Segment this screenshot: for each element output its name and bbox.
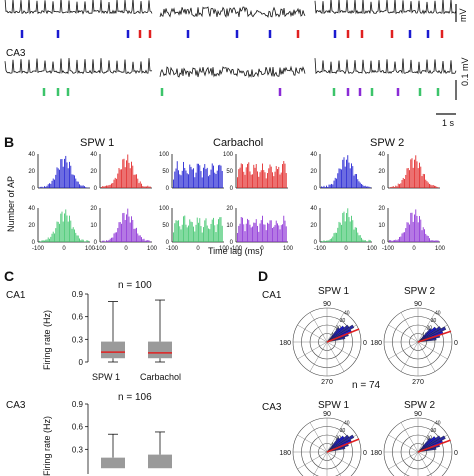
polar-spoke	[401, 342, 418, 371]
polar-angle-90: 90	[414, 301, 422, 308]
polar-spoke	[327, 342, 344, 371]
polar-angle-180: 180	[370, 450, 382, 457]
polar-spoke	[401, 313, 418, 342]
polar-spoke	[418, 452, 435, 476]
polar-angle-180: 180	[370, 340, 382, 347]
polar-angle-0: 0	[363, 340, 367, 347]
polar-plot-ca1-spw1-top: 90180027010203040	[279, 301, 367, 386]
polar-spoke	[298, 452, 327, 469]
polar-spoke	[389, 325, 418, 342]
polar-angle-90: 90	[323, 411, 331, 418]
polar-angle-180: 180	[279, 340, 291, 347]
polar-angle-0: 0	[363, 450, 367, 457]
polar-angle-0: 0	[454, 450, 458, 457]
polar-spoke	[310, 342, 327, 371]
polar-radial-tick: 40	[435, 421, 441, 427]
polar-angle-270: 270	[412, 379, 424, 386]
polar-angle-0: 0	[454, 340, 458, 347]
polar-spoke	[310, 452, 327, 476]
polar-radial-tick: 30	[431, 318, 437, 324]
polar-spoke	[401, 452, 418, 476]
polar-spoke	[418, 452, 447, 469]
polar-spoke	[418, 342, 447, 359]
polar-angle-90: 90	[323, 301, 331, 308]
polar-spoke	[310, 423, 327, 452]
polar-spoke	[327, 452, 344, 476]
polar-spoke	[298, 325, 327, 342]
polar-spoke	[389, 435, 418, 452]
polar-radial-tick: 30	[340, 318, 346, 324]
polar-radial-tick: 40	[344, 311, 350, 317]
polar-spoke	[401, 423, 418, 452]
polar-spoke	[389, 452, 418, 469]
polar-angle-180: 180	[279, 450, 291, 457]
polar-spoke	[327, 342, 356, 359]
polar-radial-tick: 40	[435, 311, 441, 317]
polar-angle-90: 90	[414, 411, 422, 418]
polar-spoke	[327, 452, 356, 469]
polar-spoke	[389, 342, 418, 359]
polar-plot-ca3-spw2-bottom: 90180010203040	[370, 411, 458, 476]
polar-plot-ca1-spw2-top: 90180027010203040	[370, 301, 458, 386]
polar-radial-tick: 30	[431, 428, 437, 434]
polar-radial-tick: 30	[340, 428, 346, 434]
polar-spoke	[298, 435, 327, 452]
polar-spoke	[418, 342, 435, 371]
polar-spoke	[298, 342, 327, 359]
polar-plot-ca3-spw1-bottom: 90180010203040	[279, 411, 367, 476]
polar-radial-tick: 40	[344, 421, 350, 427]
polar-spoke	[310, 313, 327, 342]
polar-angle-270: 270	[321, 379, 333, 386]
